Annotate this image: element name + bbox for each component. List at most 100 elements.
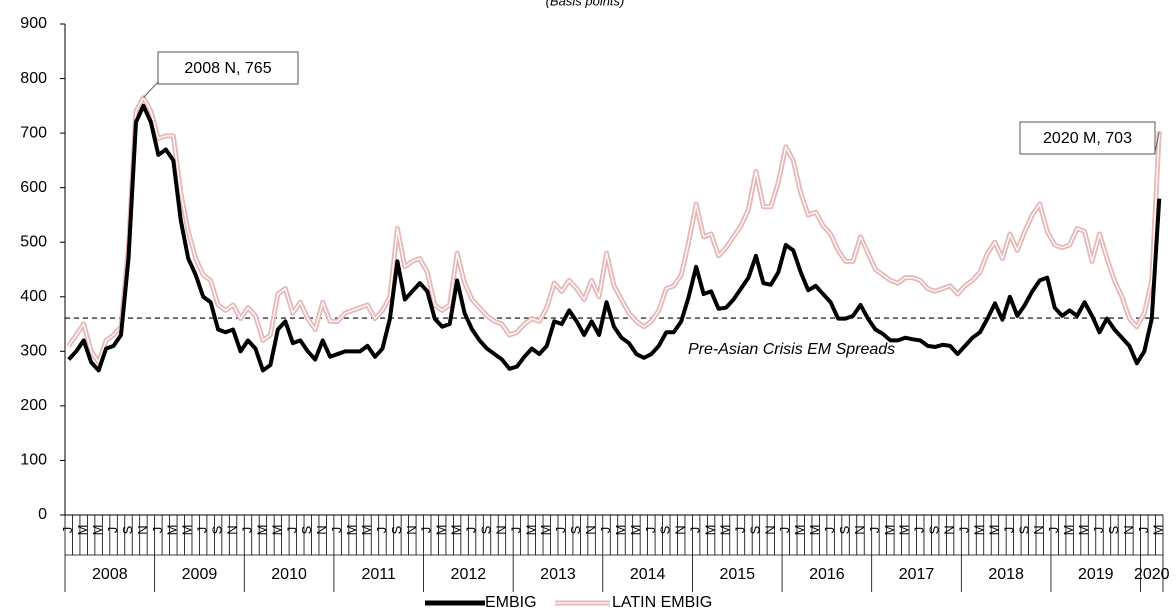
y-tick-label: 0 <box>38 506 47 523</box>
y-tick-label: 400 <box>20 288 47 305</box>
x-tick-label: M <box>971 525 986 536</box>
x-tick-label: S <box>389 525 404 534</box>
x-tick-label: M <box>449 525 464 536</box>
x-tick-label: J <box>777 527 792 534</box>
x-tick-label: J <box>60 527 75 534</box>
x-tick-label: J <box>195 527 210 534</box>
x-tick-label: J <box>464 527 479 534</box>
x-tick-label: J <box>1136 527 1151 534</box>
x-tick-label: J <box>374 527 389 534</box>
x-tick-label: S <box>568 525 583 534</box>
year-label: 2017 <box>899 566 935 583</box>
y-tick-label: 900 <box>20 15 47 32</box>
x-tick-label: S <box>478 525 493 534</box>
annotation-box <box>1019 121 1156 155</box>
x-tick-label: M <box>613 525 628 536</box>
x-tick-label: N <box>762 525 777 534</box>
x-tick-label: N <box>314 525 329 534</box>
x-tick-label: N <box>1031 525 1046 534</box>
x-tick-label: N <box>404 525 419 534</box>
x-tick-label: J <box>1046 527 1061 534</box>
x-tick-label: N <box>135 525 150 534</box>
chart-subtitle: (Basis points) <box>546 0 625 8</box>
x-tick-label: M <box>628 525 643 536</box>
x-tick-label: J <box>598 527 613 534</box>
x-tick-label: J <box>1001 527 1016 534</box>
x-tick-label: J <box>1091 527 1106 534</box>
x-tick-label: M <box>523 525 538 536</box>
x-tick-label: J <box>329 527 344 534</box>
x-tick-label: J <box>912 527 927 534</box>
y-tick-label: 800 <box>20 70 47 87</box>
x-tick-label: J <box>553 527 568 534</box>
x-tick-label: S <box>927 525 942 534</box>
x-tick-label: M <box>434 525 449 536</box>
x-tick-label: M <box>344 525 359 536</box>
x-tick-label: S <box>658 525 673 534</box>
x-tick-label: M <box>1076 525 1091 536</box>
year-label: 2019 <box>1078 566 1114 583</box>
x-tick-label: M <box>254 525 269 536</box>
x-tick-label: N <box>583 525 598 534</box>
annotation-box <box>157 51 299 85</box>
y-tick-label: 600 <box>20 179 47 196</box>
x-tick-label: M <box>180 525 195 536</box>
legend-label: EMBIG <box>485 594 537 611</box>
x-tick-label: J <box>239 527 254 534</box>
year-label: 2016 <box>809 566 845 583</box>
x-tick-label: J <box>956 527 971 534</box>
reference-label: Pre-Asian Crisis EM Spreads <box>688 341 895 358</box>
y-tick-label: 500 <box>20 233 47 250</box>
x-tick-label: J <box>688 527 703 534</box>
x-tick-label: J <box>284 527 299 534</box>
y-tick-label: 100 <box>20 452 47 469</box>
year-label: 2013 <box>540 566 576 583</box>
series-line-highlight <box>68 97 1160 363</box>
x-tick-label: N <box>493 525 508 534</box>
x-tick-label: M <box>792 525 807 536</box>
x-tick-label: N <box>1121 525 1136 534</box>
x-tick-label: S <box>1106 525 1121 534</box>
x-tick-label: S <box>299 525 314 534</box>
y-tick-label: 200 <box>20 397 47 414</box>
x-tick-label: M <box>165 525 180 536</box>
x-tick-label: J <box>867 527 882 534</box>
x-tick-label: S <box>747 525 762 534</box>
x-tick-label: N <box>224 525 239 534</box>
y-tick-label: 300 <box>20 343 47 360</box>
x-tick-label: N <box>942 525 957 534</box>
x-tick-label: N <box>852 525 867 534</box>
x-tick-label: J <box>105 527 120 534</box>
year-label: 2014 <box>630 566 666 583</box>
annotation-pointer <box>1154 131 1160 153</box>
x-tick-label: S <box>210 525 225 534</box>
year-label: 2020 <box>1134 566 1170 583</box>
year-label: 2011 <box>362 566 397 583</box>
x-tick-label: S <box>120 525 135 534</box>
year-label: 2015 <box>719 566 755 583</box>
x-tick-label: M <box>1061 525 1076 536</box>
year-label: 2012 <box>451 566 487 583</box>
series-line <box>67 103 1162 373</box>
x-tick-label: S <box>837 525 852 534</box>
x-tick-label: M <box>90 525 105 536</box>
year-label: 2010 <box>271 566 307 583</box>
year-label: 2009 <box>182 566 218 583</box>
x-tick-label: J <box>508 527 523 534</box>
annotation-text: 2008 N, 765 <box>184 60 271 77</box>
x-tick-label: J <box>150 527 165 534</box>
x-tick-label: M <box>807 525 822 536</box>
x-tick-label: M <box>269 525 284 536</box>
x-tick-label: J <box>419 527 434 534</box>
year-label: 2018 <box>988 566 1024 583</box>
x-tick-label: M <box>359 525 374 536</box>
x-tick-label: M <box>75 525 90 536</box>
annotation-text: 2020 M, 703 <box>1043 130 1132 147</box>
x-tick-label: M <box>882 525 897 536</box>
legend-label: LATIN EMBIG <box>612 594 712 611</box>
x-tick-label: M <box>986 525 1001 536</box>
x-tick-label: M <box>717 525 732 536</box>
x-tick-label: J <box>732 527 747 534</box>
annotation-pointer <box>143 81 159 98</box>
x-tick-label: J <box>822 527 837 534</box>
